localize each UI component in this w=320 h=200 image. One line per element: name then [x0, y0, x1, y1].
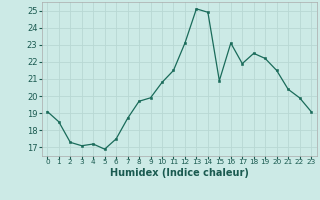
- X-axis label: Humidex (Indice chaleur): Humidex (Indice chaleur): [110, 168, 249, 178]
